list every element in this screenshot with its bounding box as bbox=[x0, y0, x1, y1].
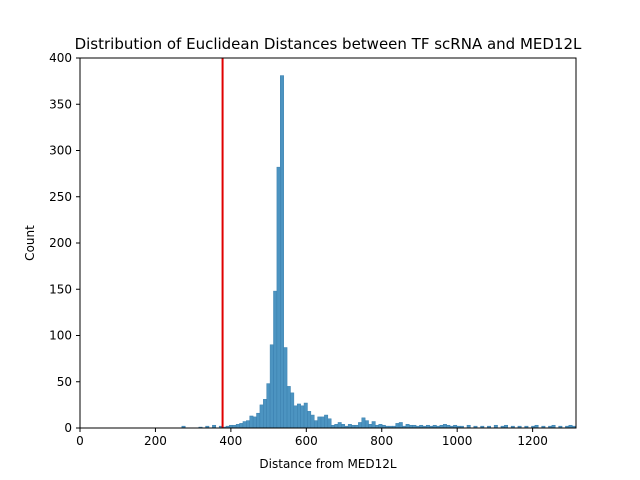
histogram-bar bbox=[242, 421, 247, 429]
histogram-bar bbox=[364, 420, 369, 429]
y-tick-label: 250 bbox=[49, 190, 72, 204]
histogram-bar bbox=[324, 414, 329, 429]
histogram-bar bbox=[269, 344, 274, 429]
x-tick-label: 0 bbox=[76, 434, 84, 448]
histogram-bar bbox=[266, 383, 271, 429]
x-axis-label: Distance from MED12L bbox=[259, 457, 396, 471]
y-axis: 0 50 100 150 200 250 300 350 400 bbox=[49, 51, 80, 435]
histogram-bar bbox=[313, 420, 318, 429]
x-tick-label: 1000 bbox=[442, 434, 473, 448]
histogram-bar bbox=[290, 392, 295, 429]
histogram-bar bbox=[276, 166, 281, 429]
x-tick-label: 400 bbox=[219, 434, 242, 448]
x-tick-label: 600 bbox=[295, 434, 318, 448]
histogram-bar bbox=[361, 417, 366, 429]
histogram-bar bbox=[303, 402, 308, 429]
histogram-bar bbox=[347, 424, 352, 429]
x-axis: 0 200 400 600 800 1000 1200 bbox=[76, 428, 548, 448]
y-tick-label: 200 bbox=[49, 236, 72, 250]
y-axis-label: Count bbox=[23, 225, 37, 261]
histogram-bar bbox=[307, 411, 312, 429]
histogram-bar bbox=[286, 386, 291, 429]
x-tick-label: 1200 bbox=[517, 434, 548, 448]
histogram-bar bbox=[334, 424, 339, 429]
y-tick-label: 300 bbox=[49, 144, 72, 158]
histogram-bar bbox=[252, 416, 257, 429]
y-tick-label: 400 bbox=[49, 51, 72, 65]
histogram-bar bbox=[293, 405, 298, 429]
histogram-bar bbox=[341, 424, 346, 429]
y-tick-label: 100 bbox=[49, 329, 72, 343]
histogram-bar bbox=[358, 422, 363, 429]
histogram-bar bbox=[256, 412, 261, 429]
histogram-bar bbox=[235, 424, 240, 429]
histogram-bar bbox=[246, 420, 250, 429]
histogram-bar bbox=[300, 405, 305, 429]
histogram-bar bbox=[371, 421, 376, 429]
y-tick-label: 50 bbox=[57, 375, 72, 389]
histogram-bar bbox=[249, 415, 254, 429]
bar-group bbox=[181, 75, 576, 429]
histogram-bar bbox=[320, 416, 325, 429]
histogram-bar bbox=[310, 414, 315, 429]
histogram-bar bbox=[239, 423, 244, 429]
histogram-bar bbox=[405, 424, 410, 429]
histogram-bar bbox=[273, 290, 278, 429]
x-tick-label: 800 bbox=[370, 434, 393, 448]
histogram-bar bbox=[337, 422, 342, 429]
x-tick-label: 200 bbox=[144, 434, 167, 448]
histogram-bar bbox=[283, 347, 288, 429]
histogram-bar bbox=[395, 423, 400, 429]
y-tick-label: 150 bbox=[49, 282, 72, 296]
histogram-bar bbox=[297, 403, 301, 429]
histogram-bar bbox=[280, 75, 284, 429]
y-tick-label: 0 bbox=[64, 421, 72, 435]
histogram-bar bbox=[317, 416, 322, 429]
histogram-bar bbox=[378, 424, 383, 429]
histogram-bar bbox=[327, 418, 332, 429]
histogram-bar bbox=[398, 422, 403, 429]
histogram-bar bbox=[368, 424, 373, 429]
plot-frame bbox=[79, 57, 577, 429]
histogram-bar bbox=[442, 424, 447, 429]
histogram-bar bbox=[263, 399, 267, 429]
y-tick-label: 350 bbox=[49, 97, 72, 111]
chart-title: Distribution of Euclidean Distances betw… bbox=[75, 35, 582, 53]
histogram-bar bbox=[259, 404, 264, 429]
